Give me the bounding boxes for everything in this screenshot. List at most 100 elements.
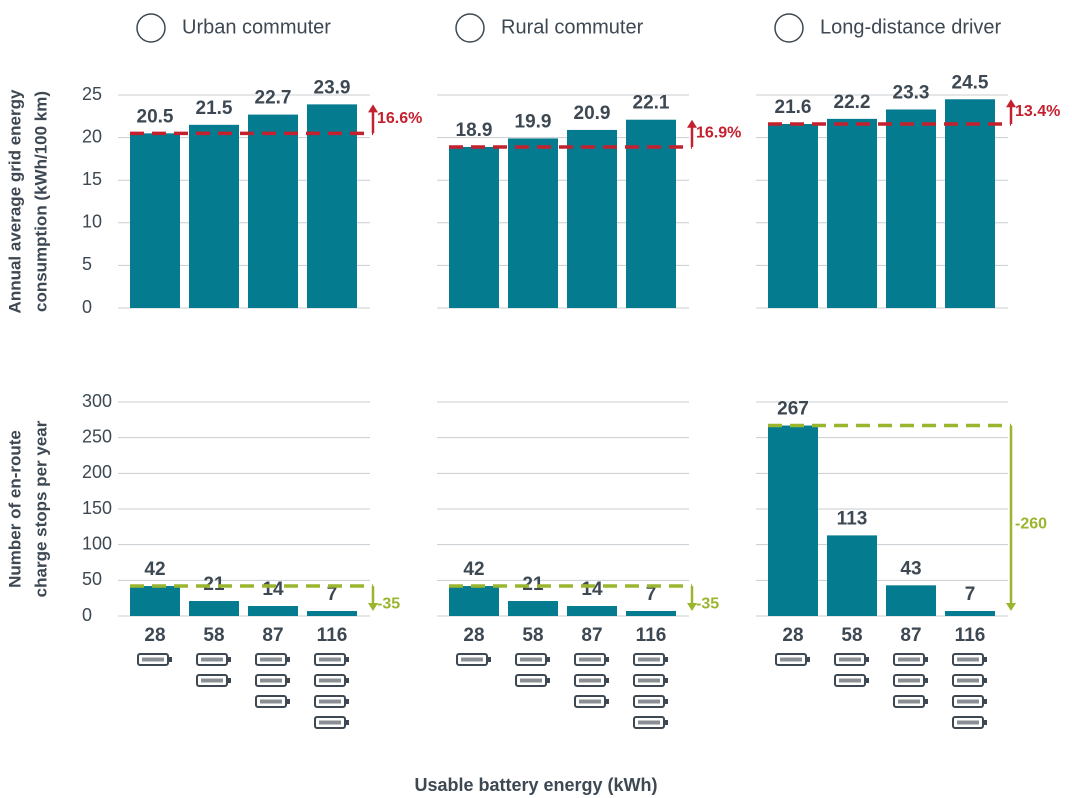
battery-icon: [893, 653, 925, 666]
battery-tip: [866, 678, 869, 683]
battery-tip: [807, 657, 810, 662]
battery-tip: [287, 657, 290, 662]
battery-fill: [319, 657, 341, 662]
battery-tip: [228, 678, 231, 683]
annotation: -260: [1015, 515, 1047, 532]
bar: [886, 585, 936, 616]
bar: [449, 586, 499, 616]
battery-tip: [287, 699, 290, 704]
x-axis-label: Usable battery energy (kWh): [414, 775, 657, 795]
battery-fill: [319, 720, 341, 725]
arrow-head: [687, 603, 697, 612]
bar: [508, 138, 558, 308]
battery-icon: [952, 695, 984, 708]
battery-fill: [957, 678, 979, 683]
value-label: 21: [522, 574, 544, 595]
battery-tip: [606, 657, 609, 662]
battery-icon: [515, 674, 547, 687]
battery-icon: [775, 653, 807, 666]
value-label: 21: [203, 574, 225, 595]
y-axis-label: charge stops per year: [31, 420, 50, 597]
value-label: 21.5: [196, 98, 233, 119]
value-label: 7: [646, 584, 657, 605]
value-label: 22.7: [255, 88, 292, 109]
battery-fill: [780, 657, 802, 662]
y-tick-label: 100: [82, 533, 112, 553]
title-icon: [136, 13, 166, 43]
battery-fill: [957, 657, 979, 662]
value-label: 113: [837, 508, 868, 529]
battery-fill: [898, 678, 920, 683]
y-tick-label: 300: [82, 391, 112, 411]
battery-tip: [287, 678, 290, 683]
battery-tip: [228, 657, 231, 662]
value-label: 24.5: [952, 72, 989, 93]
annotation: 16.9%: [696, 125, 741, 142]
battery-tip: [606, 678, 609, 683]
bar: [508, 601, 558, 616]
battery-tip: [984, 657, 987, 662]
value-label: 18.9: [456, 120, 493, 141]
battery-fill: [520, 657, 542, 662]
battery-icon: [314, 695, 346, 708]
annotation: -35: [696, 596, 719, 613]
battery-fill: [201, 678, 223, 683]
battery-icon: [456, 653, 488, 666]
battery-fill: [579, 678, 601, 683]
annotation: 16.6%: [377, 110, 422, 127]
y-axis-label: Number of en-route: [5, 430, 24, 588]
bar: [768, 425, 818, 616]
battery-fill: [260, 657, 282, 662]
value-label: 23.3: [893, 82, 930, 103]
x-tick-label: 116: [955, 625, 986, 646]
battery-tip: [346, 678, 349, 683]
y-tick-label: 150: [82, 498, 112, 518]
bar: [768, 123, 818, 308]
battery-icon: [952, 716, 984, 729]
arrow-head: [1006, 603, 1016, 612]
battery-tip: [547, 678, 550, 683]
bar: [626, 119, 676, 308]
arrow-head: [368, 603, 378, 612]
battery-tip: [547, 657, 550, 662]
x-tick-label: 58: [841, 625, 862, 646]
value-label: 14: [262, 579, 284, 600]
battery-icon: [633, 716, 665, 729]
battery-icon: [314, 674, 346, 687]
battery-tip: [925, 699, 928, 704]
battery-fill: [319, 699, 341, 704]
value-label: 22.1: [633, 93, 670, 114]
bar: [945, 99, 995, 308]
battery-icon: [893, 695, 925, 708]
battery-fill: [579, 699, 601, 704]
value-label: 267: [777, 399, 809, 420]
y-tick-label: 5: [82, 254, 92, 274]
battery-icon: [574, 653, 606, 666]
arrow-head: [368, 104, 378, 113]
value-label: 7: [965, 584, 976, 605]
battery-tip: [665, 678, 668, 683]
battery-icon: [314, 653, 346, 666]
x-tick-label: 87: [262, 625, 283, 646]
bar: [886, 109, 936, 308]
y-tick-label: 20: [82, 126, 102, 146]
title-icon: [455, 13, 485, 43]
battery-tip: [925, 657, 928, 662]
value-label: 21.6: [775, 97, 812, 118]
battery-tip: [665, 720, 668, 725]
x-tick-label: 28: [782, 625, 803, 646]
x-tick-label: 58: [203, 625, 224, 646]
battery-tip: [866, 657, 869, 662]
battery-tip: [346, 720, 349, 725]
battery-icon: [314, 716, 346, 729]
x-tick-label: 87: [581, 625, 602, 646]
x-tick-label: 28: [144, 625, 165, 646]
bar: [307, 104, 357, 308]
y-tick-label: 50: [82, 569, 102, 589]
battery-fill: [201, 657, 223, 662]
battery-fill: [898, 657, 920, 662]
y-tick-label: 250: [82, 426, 112, 446]
battery-icon: [137, 653, 169, 666]
value-label: 23.9: [314, 77, 351, 98]
